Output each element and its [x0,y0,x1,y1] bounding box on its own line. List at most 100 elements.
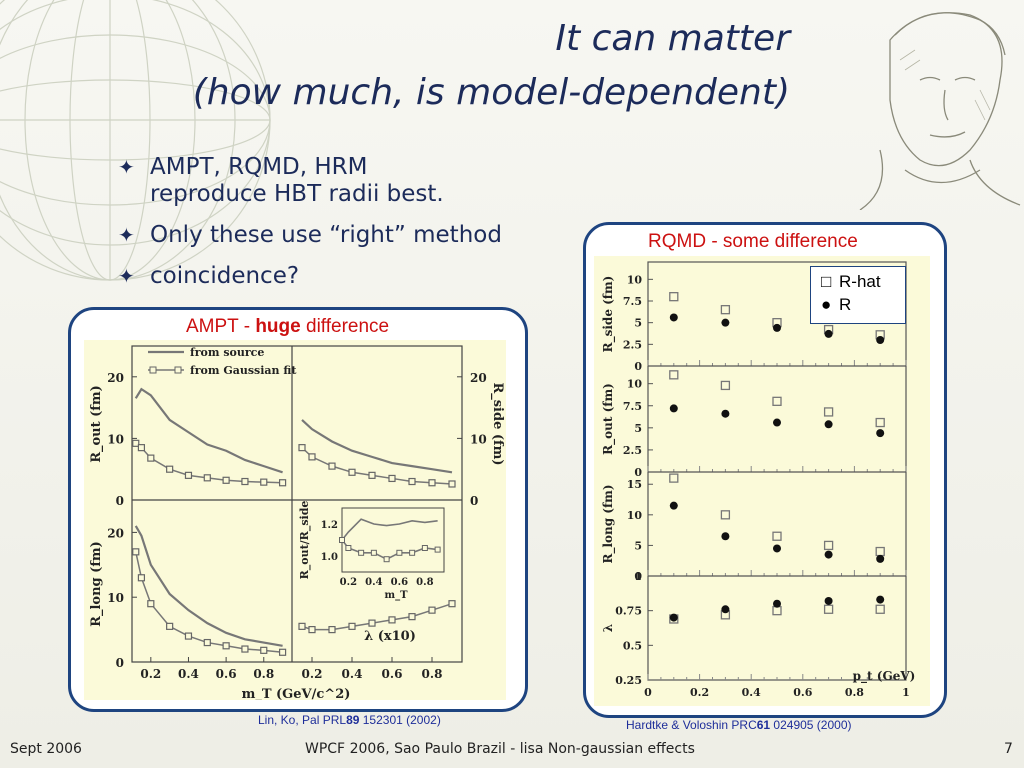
y-tick-label: 2.5 [623,444,642,457]
bullet-item: ✦ coincidence? [118,263,558,290]
y-tick-label: 0.5 [623,639,642,652]
data-point-rhat [720,510,731,520]
y-tick-label: 10 [107,591,124,605]
rqmd-plot-bg [594,256,930,706]
data-point-rhat [669,370,679,380]
star-bullet-icon: ✦ [118,223,135,247]
ampt-xlabel: m_T (GeV/c^2) [242,687,351,700]
data-point [260,646,268,654]
bullet-text-cont: reproduce HBT radii best. [150,181,444,207]
rqmd-cite-post: 024905 (2000) [770,718,852,732]
bullet-text: AMPT, RQMD, HRM [150,154,368,180]
rqmd-ylabel: R_out (fm) [601,383,616,455]
data-point [132,439,140,447]
inset-y-tick: 1.0 [321,552,338,563]
data-point [448,600,456,608]
inset-y-tick: 1.2 [321,520,338,531]
data-point [408,477,416,486]
ampt-ylabel-lambda: λ (x10) [364,629,416,644]
y-tick-label: 10 [627,273,643,286]
open-square-icon: □ [821,272,832,291]
data-point [278,648,287,656]
y-tick-label: 20 [107,371,124,385]
data-point [388,474,396,483]
data-point-r [773,323,781,332]
inset-ylabel: R_out/R_side [298,501,312,580]
data-point [260,478,268,486]
inset-point [409,549,416,556]
legend-label-fit: from Gaussian fit [190,364,297,377]
x-tick-label: 0 [644,686,652,699]
data-point-r [721,605,730,614]
data-point-r [669,613,678,622]
data-point [328,626,336,634]
legend-label: R-hat [839,272,881,291]
series-line-from-source [301,419,453,474]
inset-x-tick: 0.4 [365,577,382,588]
data-point-r [824,550,833,559]
data-point [368,619,376,627]
rqmd-xlabel: p_t (GeV) [853,669,916,684]
bullet-text: Only these use “right” method [150,222,502,248]
y-tick-label: 0 [116,494,124,508]
inset-frame [341,507,445,573]
data-point-rhat [669,473,679,483]
inset-x-tick: 0.2 [340,577,357,588]
series-line-from-source [134,525,283,647]
inset-point [421,545,428,551]
data-point-rhat [875,417,885,428]
y-tick-label: 0 [116,656,124,670]
data-point-rhat [875,546,885,557]
data-point [137,444,146,452]
inset-line [341,518,438,541]
data-point-r [773,418,781,427]
data-point [166,465,174,473]
x-tick-label: 0.8 [845,686,864,699]
x-tick-label: 0.6 [793,686,812,699]
data-point-r [773,544,781,553]
data-point [348,468,356,476]
inset-point [396,549,403,556]
rqmd-citation: Hardtke & Voloshin PRC61 024905 (2000) [626,718,852,732]
y-tick-label: 10 [627,378,643,391]
data-point [132,548,140,556]
series-line-from-Gaussian-fit [135,551,283,654]
data-point-r [824,596,833,605]
x-tick-label: 0.4 [742,686,761,699]
inset-point [339,537,345,543]
data-point-r [669,501,678,510]
x-tick-label: 0.4 [342,667,363,681]
data-point [368,471,376,479]
ampt-citation: Lin, Ko, Pal PRL89 152301 (2002) [258,713,441,727]
data-point-rhat [823,604,834,614]
x-tick-label: 0.6 [216,667,237,681]
rqmd-ylabel: λ [601,624,615,632]
data-point-rhat [875,604,885,614]
legend-marker-fit [149,366,157,374]
y-tick-label: 5 [634,539,642,552]
inset-x-tick: 0.6 [391,577,408,588]
data-point-r [876,429,885,438]
footer-date: Sept 2006 [10,741,82,757]
data-point [428,479,436,487]
data-point [408,613,416,621]
data-point-r [669,404,678,413]
data-point [328,462,336,470]
data-point [184,471,193,479]
ampt-chart: 0 10 20 0 10 20 0 10 20 0.2 0.2 0.4 0.4 0.6 0.6 0.8 0.8 R… [84,340,506,700]
ampt-caption: AMPT - huge difference [186,316,389,338]
legend-marker-fit [174,366,182,374]
data-point [388,616,396,624]
x-tick-label: 0.6 [382,667,403,681]
data-point-r [773,599,781,608]
slide-title-line1: It can matter [555,18,790,59]
data-point-r [824,420,833,429]
data-point [184,632,193,640]
data-point-r [721,409,730,418]
ampt-ylabel-rside: R_side (fm) [490,382,505,465]
data-point-rhat [720,305,731,315]
rqmd-legend: □ R-hat ● R [810,266,906,324]
data-point [203,638,211,647]
rqmd-cite-pre: Hardtke & Voloshin PRC [626,718,757,732]
